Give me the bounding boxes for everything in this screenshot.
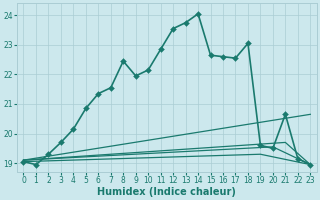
- X-axis label: Humidex (Indice chaleur): Humidex (Indice chaleur): [98, 187, 236, 197]
